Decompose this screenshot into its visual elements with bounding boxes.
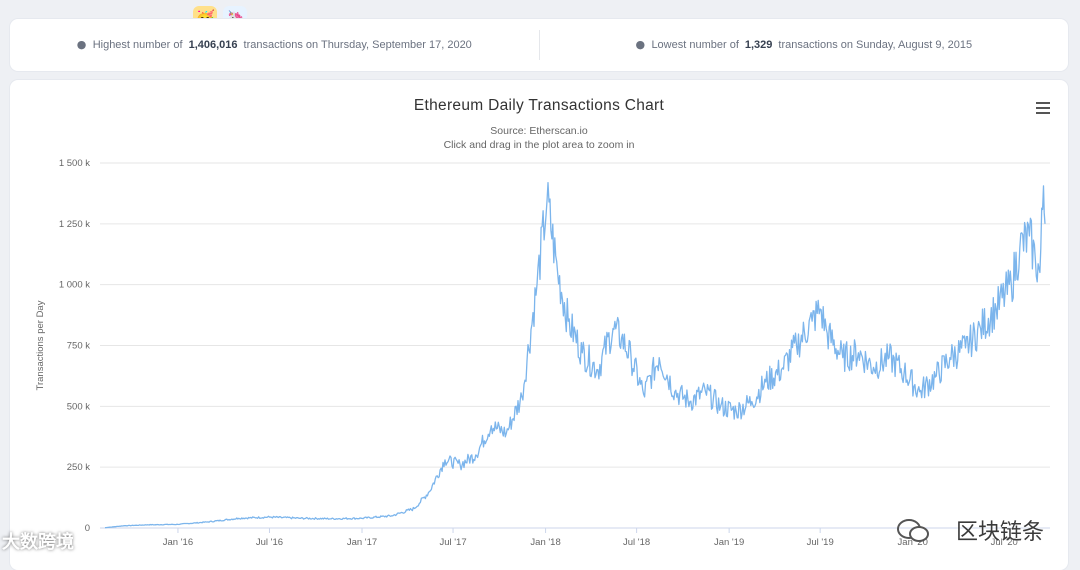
x-tick-label: Jan '18 — [530, 537, 560, 548]
chart-zoom-hint: Click and drag in the plot area to zoom … — [443, 139, 635, 151]
chart-title: Ethereum Daily Transactions Chart — [413, 97, 665, 114]
x-tick-label: Jul '18 — [623, 537, 650, 548]
x-tick-label: Jul '16 — [256, 537, 283, 548]
x-tick-label: Jan '19 — [714, 537, 744, 548]
watermark-right: 区块链条 — [955, 520, 1044, 545]
x-tick-label: Jan '16 — [163, 537, 193, 548]
y-tick-label: 1 250 k — [59, 219, 90, 230]
watermark-left: 大数跨境 — [2, 532, 74, 553]
wechat-icon — [897, 519, 929, 542]
lightbulb-icon: ● — [76, 38, 87, 51]
y-tick-label: 750 k — [67, 341, 90, 352]
hamburger-icon-bar — [1036, 112, 1050, 114]
lightbulb-icon: ● — [635, 38, 646, 51]
y-tick-label: 0 — [85, 523, 90, 534]
chart-subtitle: Source: Etherscan.io Click and drag in t… — [10, 124, 1068, 152]
hamburger-icon-bar — [1036, 102, 1050, 104]
highest-stat: ● Highest number of 1,406,016 transactio… — [10, 38, 539, 52]
lowest-suffix: transactions on Sunday, August 9, 2015 — [778, 39, 973, 51]
highest-prefix: Highest number of — [92, 39, 183, 51]
lowest-stat: ● Lowest number of 1,329 transactions on… — [540, 38, 1069, 52]
chart-source: Source: Etherscan.io — [490, 125, 588, 137]
highest-value: 1,406,016 — [188, 39, 238, 51]
y-tick-label: 250 k — [67, 462, 90, 473]
x-tick-label: Jul '19 — [807, 537, 834, 548]
stats-card: ● Highest number of 1,406,016 transactio… — [10, 19, 1068, 71]
y-tick-label: 1 500 k — [59, 158, 90, 169]
hamburger-icon-bar — [1036, 107, 1050, 109]
chart-plot-area[interactable]: 0 250 k 500 k 750 k 1 000 k 1 250 k 1 500 k Jan… — [10, 80, 1068, 560]
y-axis-label: Transactions per Day — [35, 300, 46, 390]
x-tick-label: Jul '17 — [439, 537, 466, 548]
highest-suffix: transactions on Thursday, September 17, … — [243, 39, 472, 51]
x-tick-label: Jan '17 — [347, 537, 377, 548]
x-tick-label: Jul '20 — [991, 537, 1018, 548]
stats-divider — [538, 30, 540, 60]
y-tick-label: 1 000 k — [59, 280, 90, 291]
y-tick-label: 500 k — [67, 401, 90, 412]
chart-card: Ethereum Daily Transactions Chart Source… — [10, 80, 1068, 570]
lowest-prefix: Lowest number of — [651, 39, 739, 51]
series-line — [104, 181, 1046, 529]
chart-menu-button[interactable] — [1036, 102, 1050, 114]
x-tick-label: Jan '20 — [898, 537, 928, 548]
lowest-value: 1,329 — [744, 39, 773, 51]
